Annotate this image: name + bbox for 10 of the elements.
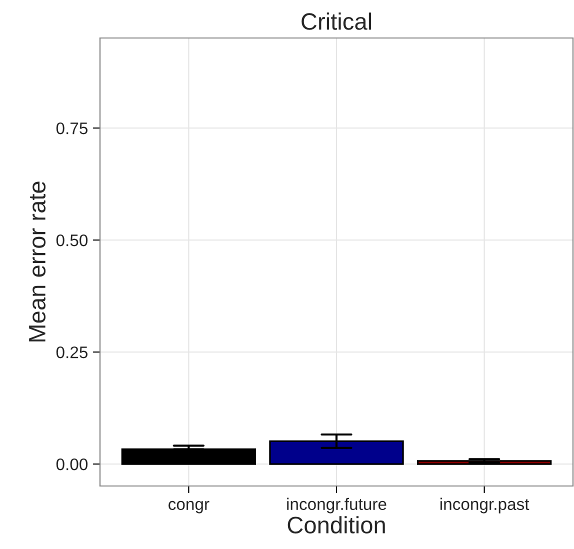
y-tick-label: 0.75	[56, 122, 88, 134]
chart-title: Critical	[302, 12, 371, 30]
x-tick-label: congr	[168, 500, 210, 514]
x-axis-title: Condition	[288, 516, 385, 534]
y-tick-label: 0.00	[56, 458, 88, 470]
x-tick-label: incongr.past	[440, 498, 530, 514]
y-axis-title: Mean error rate	[29, 182, 46, 342]
y-tick-label: 0.50	[56, 234, 88, 246]
y-tick-label: 0.25	[56, 346, 88, 358]
x-tick-label: incongr.future	[287, 498, 386, 514]
